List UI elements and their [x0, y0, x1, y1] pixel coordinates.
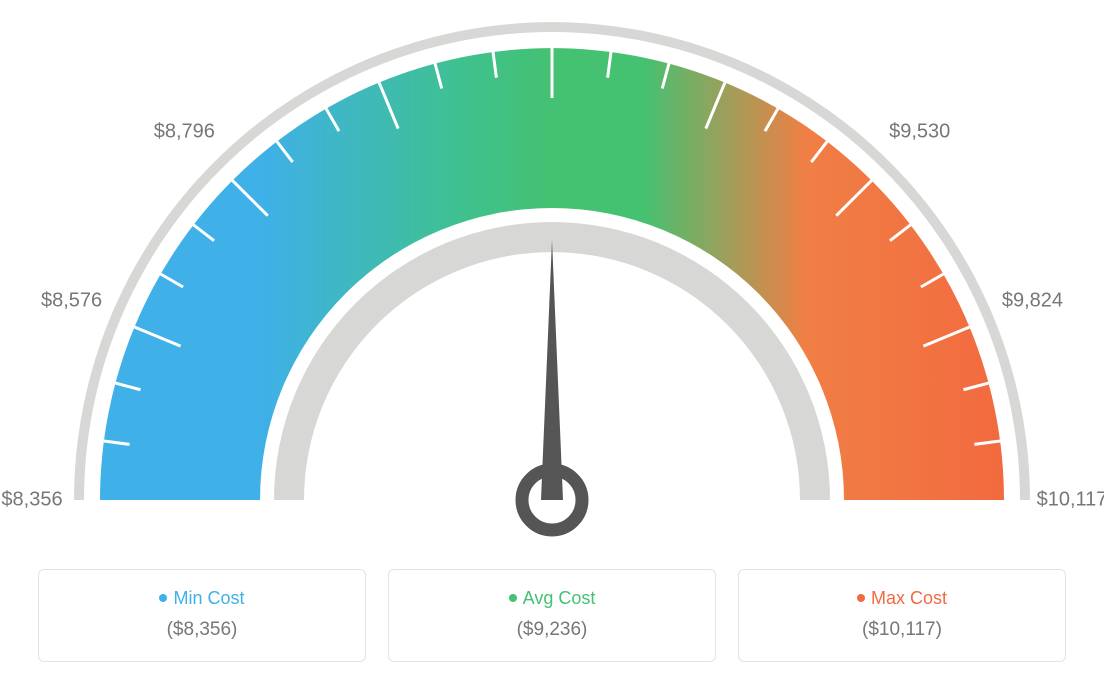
gauge-tick-label: $9,824: [1002, 290, 1063, 313]
gauge-tick-label: $8,356: [1, 489, 62, 512]
legend-value-avg: ($9,236): [399, 619, 705, 641]
legend-value-max: ($10,117): [749, 619, 1055, 641]
legend-card-avg: Avg Cost ($9,236): [388, 569, 716, 662]
legend-title-avg: Avg Cost: [399, 588, 705, 609]
legend-title-max: Max Cost: [749, 588, 1055, 609]
gauge-svg: [0, 0, 1104, 560]
legend-card-min: Min Cost ($8,356): [38, 569, 366, 662]
legend-dot-avg: [509, 594, 517, 602]
legend-title-max-text: Max Cost: [871, 588, 947, 608]
gauge-area: $8,356$8,576$8,796$9,236$9,530$9,824$10,…: [0, 0, 1104, 560]
legend-dot-min: [159, 594, 167, 602]
legend-title-avg-text: Avg Cost: [523, 588, 596, 608]
cost-gauge-chart: $8,356$8,576$8,796$9,236$9,530$9,824$10,…: [0, 0, 1104, 690]
gauge-tick-label: $10,117: [1037, 489, 1104, 512]
legend-card-max: Max Cost ($10,117): [738, 569, 1066, 662]
gauge-tick-label: $8,576: [41, 290, 102, 313]
legend-title-min: Min Cost: [49, 588, 355, 609]
legend-row: Min Cost ($8,356) Avg Cost ($9,236) Max …: [38, 569, 1066, 662]
legend-value-min: ($8,356): [49, 619, 355, 641]
gauge-tick-label: $8,796: [154, 121, 215, 144]
gauge-tick-label: $9,530: [889, 121, 950, 144]
legend-dot-max: [857, 594, 865, 602]
legend-title-min-text: Min Cost: [173, 588, 244, 608]
